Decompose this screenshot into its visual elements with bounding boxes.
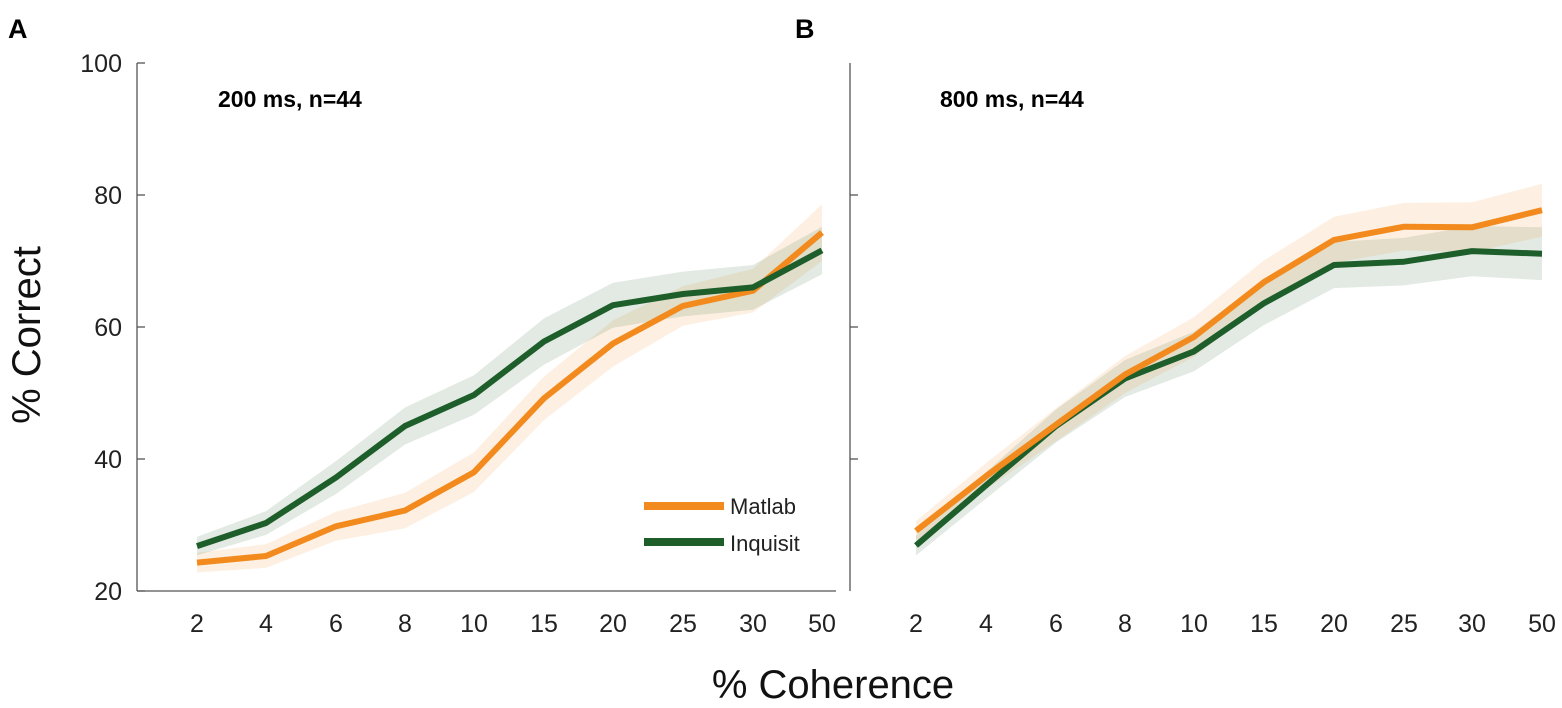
panel-a-letter: A (8, 14, 28, 44)
x-tick-label: 30 (739, 610, 767, 638)
y-tick-label: 40 (94, 446, 122, 474)
x-tick-label: 50 (1528, 610, 1556, 638)
x-tick-label: 15 (530, 610, 558, 638)
y-axis-title: % Correct (5, 246, 49, 424)
x-tick-label: 10 (1180, 610, 1208, 638)
y-tick-label: 20 (94, 578, 122, 606)
x-tick-label: 2 (190, 610, 204, 638)
panel-b-letter: B (795, 14, 815, 44)
legend-label-inquisit: Inquisit (730, 531, 800, 556)
x-tick-label: 15 (1250, 610, 1278, 638)
x-tick-label: 4 (979, 610, 993, 638)
panel-a-title: 200 ms, n=44 (218, 86, 362, 112)
x-tick-label: 10 (460, 610, 488, 638)
panel-a-plot: 20 40 60 80 100 2 4 6 8 10 15 20 25 30 50 (80, 50, 836, 638)
x-tick-label: 4 (259, 610, 273, 638)
legend-label-matlab: Matlab (730, 494, 796, 519)
series-line-matlab (914, 207, 1543, 534)
x-tick-label: 30 (1458, 610, 1486, 638)
error-band-inquisit (916, 226, 1542, 556)
series-line-inquisit (914, 248, 1543, 548)
panel-b-plot: 2 4 6 8 10 15 20 25 30 50 (849, 63, 1556, 638)
x-tick-label: 25 (1390, 610, 1418, 638)
x-tick-label: 25 (669, 610, 697, 638)
x-tick-label: 2 (909, 610, 923, 638)
x-tick-label: 8 (1118, 610, 1132, 638)
error-band-inquisit (197, 226, 822, 556)
x-tick-label: 6 (329, 610, 343, 638)
x-tick-label: 20 (599, 610, 627, 638)
x-tick-label: 6 (1049, 610, 1063, 638)
y-tick-label: 80 (94, 182, 122, 210)
x-tick-label: 8 (398, 610, 412, 638)
series-line-matlab (196, 230, 824, 566)
y-tick-label: 60 (94, 314, 122, 342)
y-tick-label: 100 (80, 50, 122, 78)
x-tick-label: 20 (1320, 610, 1348, 638)
error-band-matlab (916, 183, 1542, 541)
series-line-inquisit (196, 247, 824, 549)
panel-b-title: 800 ms, n=44 (940, 86, 1084, 112)
x-axis-title: % Coherence (712, 663, 954, 707)
legend: Matlab Inquisit (644, 494, 800, 556)
x-tick-label: 50 (808, 610, 836, 638)
